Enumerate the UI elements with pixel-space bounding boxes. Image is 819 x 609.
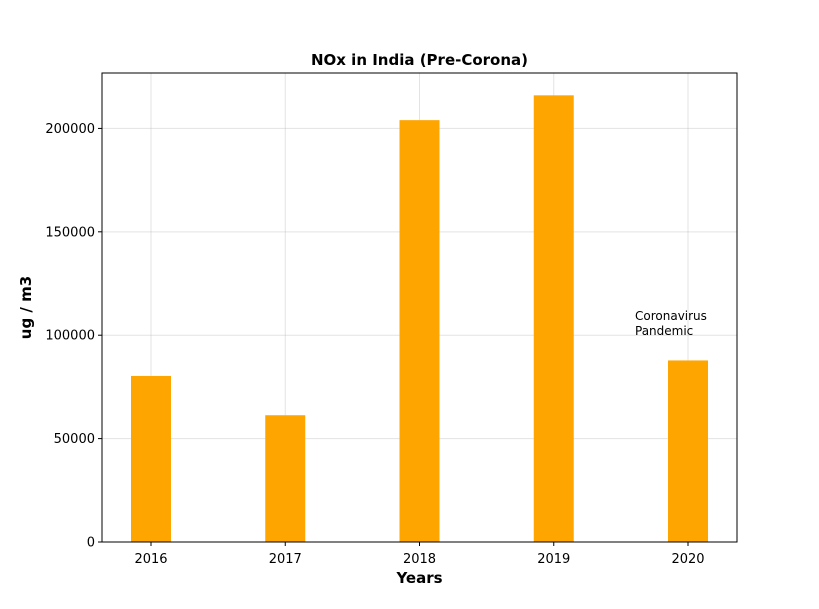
chart-title: NOx in India (Pre-Corona): [311, 51, 528, 69]
bars-layer: [131, 95, 708, 543]
pandemic-annotation: Coronavirus Pandemic: [635, 309, 711, 338]
y-tick-label: 50000: [54, 432, 95, 447]
y-tick-label: 100000: [45, 329, 95, 344]
x-axis-title: Years: [395, 569, 442, 587]
y-axis-title: ug / m3: [17, 276, 35, 339]
pandemic-annotation-line-2: Pandemic: [635, 324, 693, 338]
bar-2020: [668, 360, 708, 542]
ticks-layer: 2016 2017 2018 2019 2020 0 50000 100000 150000 20…: [45, 122, 704, 567]
x-tick-label: 2019: [537, 552, 570, 567]
y-tick-label: 150000: [45, 225, 95, 240]
x-tick-label: 2020: [671, 552, 704, 567]
y-tick-label: 200000: [45, 122, 95, 137]
x-tick-label: 2018: [403, 552, 436, 567]
bar-2019: [533, 95, 574, 542]
y-tick-label: 0: [87, 536, 95, 551]
bar-2016: [131, 375, 171, 542]
pandemic-annotation-line-1: Coronavirus: [635, 309, 707, 323]
bar-2018: [399, 120, 440, 543]
x-tick-label: 2017: [269, 552, 302, 567]
x-tick-label: 2016: [134, 552, 167, 567]
bar-2017: [265, 415, 306, 542]
